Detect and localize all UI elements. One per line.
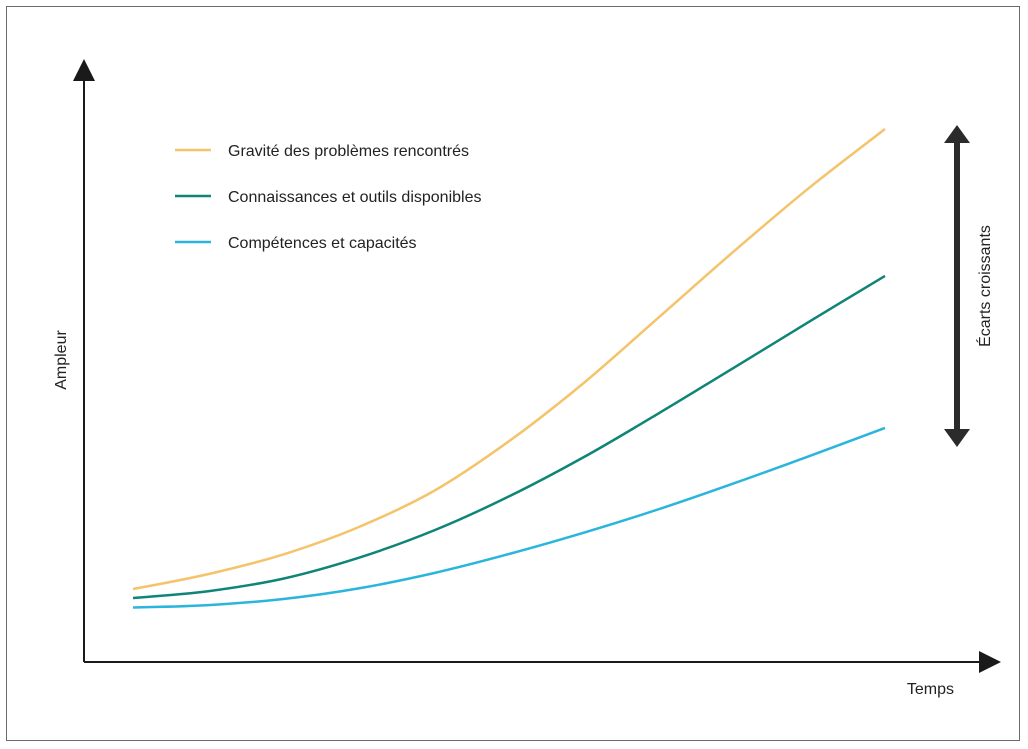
x-axis-label: Temps	[907, 681, 954, 698]
gap-annotation: Écarts croissants	[944, 125, 994, 447]
gap-annotation-label: Écarts croissants	[975, 225, 994, 347]
series-line-1	[132, 128, 886, 591]
gap-arrow-head-up	[944, 125, 970, 143]
legend-label-2: Connaissances et outils disponibles	[228, 189, 481, 206]
y-axis-label: Ampleur	[53, 330, 70, 390]
legend: Gravité des problèmes rencontrés Connaiss…	[175, 143, 481, 252]
series-line-3	[132, 426, 886, 609]
series-lines	[132, 128, 886, 609]
chart-frame	[6, 6, 1020, 741]
series-line-2	[132, 274, 886, 600]
legend-label-1: Gravité des problèmes rencontrés	[228, 143, 469, 160]
gap-arrow-head-down	[944, 429, 970, 447]
legend-label-3: Compétences et capacités	[228, 235, 417, 252]
